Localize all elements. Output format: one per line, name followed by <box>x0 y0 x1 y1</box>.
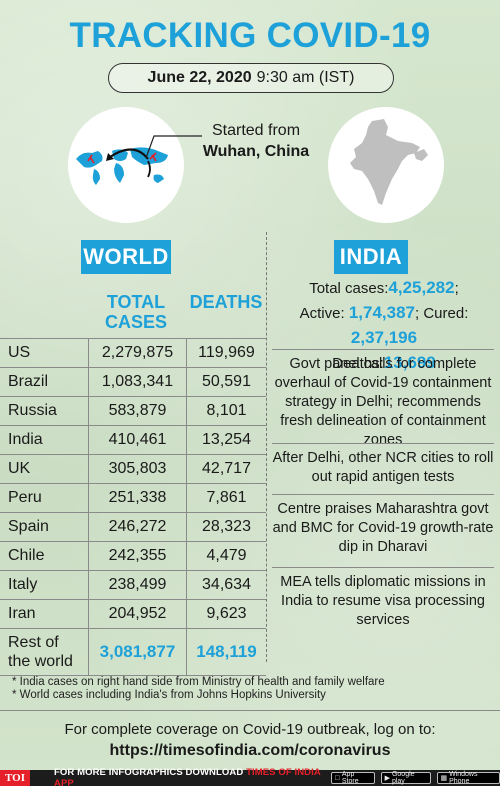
table-row: Brazil 1,083,341 50,591 <box>0 367 266 396</box>
india-deaths-label: Deaths: <box>332 355 384 372</box>
date-time: 9:30 am (IST) <box>256 69 355 86</box>
footnote: * World cases including India's from Joh… <box>12 689 326 701</box>
pointer-line-icon <box>145 135 202 159</box>
origin-city: Wuhan, China <box>202 143 310 160</box>
deaths-cell: 34,634 <box>186 571 266 599</box>
deaths-cell: 7,861 <box>186 484 266 512</box>
country-name: India <box>8 431 43 448</box>
country-name: Spain <box>8 518 49 535</box>
origin-note: Started from Wuhan, China <box>200 120 312 162</box>
deaths-cell: 50,591 <box>186 368 266 396</box>
world-table: US 2,279,875 119,969 Brazil 1,083,341 50… <box>0 338 266 676</box>
promo-text-main: FOR MORE INFOGRAPHICS DOWNLOAD <box>54 767 244 778</box>
total-cases-cell: 1,083,341 <box>88 368 186 396</box>
table-row: Peru 251,338 7,861 <box>0 483 266 512</box>
news-item: After Delhi, other NCR cities to roll ou… <box>272 443 494 487</box>
table-row: Chile 242,355 4,479 <box>0 541 266 570</box>
windows-phone-badge[interactable]: ▦ Windows Phone <box>436 771 500 785</box>
rest-label-line1: Rest of <box>8 634 59 651</box>
rest-of-world-row: Rest of the world 3,081,877 148,119 <box>0 628 266 676</box>
total-cases-cell: 2,279,875 <box>88 339 186 367</box>
windows-phone-label: Windows Phone <box>448 771 477 785</box>
date-day: June 22, 2020 <box>147 69 252 86</box>
india-deaths-line: Deaths:13,699 <box>272 351 496 376</box>
india-map-icon <box>328 107 444 223</box>
india-total-label: Total cases: <box>309 280 389 297</box>
app-store-label: App Store <box>340 771 359 785</box>
origin-line1: Started from <box>211 122 301 139</box>
deaths-cell: 119,969 <box>186 339 266 367</box>
country-name: Italy <box>8 576 38 593</box>
country-name: Peru <box>8 489 42 506</box>
table-row: India 410,461 13,254 <box>0 425 266 454</box>
india-active-line: Active: 1,74,387; Cured: 2,37,196 <box>272 301 496 351</box>
column-header-deaths: DEATHS <box>189 292 263 312</box>
country-name: US <box>8 344 31 361</box>
promo-bar: TOI FOR MORE INFOGRAPHICS DOWNLOAD TIMES… <box>0 767 500 786</box>
india-active-value: 1,74,387 <box>348 303 415 322</box>
india-active-label: Active: <box>299 305 345 322</box>
country-name: Chile <box>8 547 45 564</box>
deaths-cell: 28,323 <box>186 513 266 541</box>
india-cured-label: ; Cured: <box>415 305 469 322</box>
total-cases-cell: 305,803 <box>88 455 186 483</box>
page-title: TRACKING COVID-19 <box>69 16 431 55</box>
google-play-label: Google play <box>390 771 415 785</box>
apple-icon:  <box>335 774 341 782</box>
footer-divider <box>0 710 500 711</box>
coverage-note: For complete coverage on Covid-19 outbre… <box>0 719 500 761</box>
deaths-cell: 8,101 <box>186 397 266 425</box>
coverage-link[interactable]: https://timesofindia.com/coronavirus <box>109 742 391 759</box>
deaths-cell: 4,479 <box>186 542 266 570</box>
table-row: US 2,279,875 119,969 <box>0 338 266 367</box>
table-row: Italy 238,499 34,634 <box>0 570 266 599</box>
total-cases-cell: 238,499 <box>88 571 186 599</box>
total-cases-cell: 204,952 <box>88 600 186 628</box>
india-total-line: Total cases:4,25,282; <box>309 278 459 297</box>
toi-logo: TOI <box>0 770 30 786</box>
column-header-total-cases: TOTAL CASES <box>104 292 167 332</box>
india-section-label: INDIA <box>334 240 408 274</box>
country-name: Brazil <box>8 373 49 390</box>
country-name: Iran <box>8 605 36 622</box>
rest-deaths-cell: 148,119 <box>186 629 266 675</box>
total-cases-cell: 246,272 <box>88 513 186 541</box>
windows-icon: ▦ <box>439 775 449 782</box>
news-item: MEA tells diplomatic missions in India t… <box>272 567 494 630</box>
rest-label-line2: the world <box>8 653 73 670</box>
footnote: * India cases on right hand side from Mi… <box>12 676 385 688</box>
promo-app-name: TIMES OF INDIA APP <box>54 767 321 786</box>
country-name: UK <box>8 460 31 477</box>
promo-text: FOR MORE INFOGRAPHICS DOWNLOAD TIMES OF … <box>54 767 325 786</box>
deaths-cell: 13,254 <box>186 426 266 454</box>
table-row: Russia 583,879 8,101 <box>0 396 266 425</box>
table-row: Spain 246,272 28,323 <box>0 512 266 541</box>
google-play-badge[interactable]: ▶ Google play <box>380 771 431 785</box>
india-cured-value: 2,37,196 <box>350 328 418 347</box>
deaths-cell: 9,623 <box>186 600 266 628</box>
app-store-badge[interactable]:  App Store <box>330 771 375 785</box>
deaths-cell: 42,717 <box>186 455 266 483</box>
world-map-icon <box>68 107 184 223</box>
coverage-text: For complete coverage on Covid-19 outbre… <box>64 721 436 738</box>
world-section-label: WORLD <box>81 240 171 274</box>
rest-total-cases-cell: 3,081,877 <box>88 629 186 675</box>
news-item: Centre praises Maharashtra govt and BMC … <box>272 494 494 557</box>
india-stats: Total cases:4,25,282; Active: 1,74,387; … <box>272 276 496 376</box>
country-name: Russia <box>8 402 57 419</box>
news-item: Govt panel calls for complete overhaul o… <box>272 349 494 450</box>
google-play-icon: ▶ <box>383 775 391 782</box>
total-cases-cell: 251,338 <box>88 484 186 512</box>
india-total-value: 4,25,282 <box>388 278 455 297</box>
total-cases-cell: 242,355 <box>88 542 186 570</box>
total-cases-cell: 583,879 <box>88 397 186 425</box>
total-cases-cell: 410,461 <box>88 426 186 454</box>
table-row: UK 305,803 42,717 <box>0 454 266 483</box>
section-divider <box>266 232 267 662</box>
footnotes: * India cases on right hand side from Mi… <box>12 676 492 702</box>
table-row: Iran 204,952 9,623 <box>0 599 266 628</box>
india-deaths-value: 13,699 <box>383 353 436 372</box>
rest-of-world-label: Rest of the world <box>0 633 88 671</box>
date-badge: June 22, 2020 9:30 am (IST) <box>108 63 394 93</box>
